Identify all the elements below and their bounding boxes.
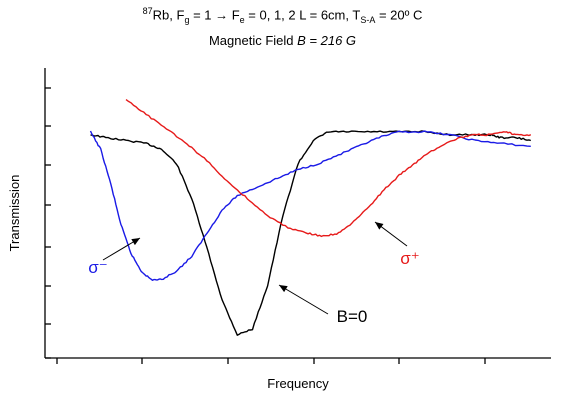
sigma-plus-label: σ⁺ bbox=[400, 249, 419, 268]
subtitle-field-value: B = 216 G bbox=[297, 33, 357, 48]
title-g-subscript: g bbox=[184, 14, 190, 25]
chart-title: 87Rb, Fg = 1 → Fe = 0, 1, 2 L = 6cm, TS-… bbox=[0, 6, 565, 25]
title-e-subscript: e bbox=[239, 14, 245, 25]
title-transition: = 1 → F bbox=[189, 7, 240, 23]
title-isotope-mass: 87 bbox=[142, 6, 153, 16]
sigma-plus-arrow-head bbox=[375, 222, 384, 230]
chart-subtitle: Magnetic Field B = 216 G bbox=[0, 33, 565, 48]
axis-ticks bbox=[45, 87, 486, 364]
data-series bbox=[89, 99, 532, 336]
title-sa-subscript: S-A bbox=[360, 14, 376, 25]
b0-arrow-line bbox=[278, 284, 329, 315]
sigma-plus-trace bbox=[125, 99, 532, 238]
x-axis-label: Frequency bbox=[267, 376, 329, 391]
b0-arrow-head bbox=[279, 285, 288, 293]
title-element: Rb, F bbox=[152, 7, 185, 23]
title-parameters: = 0, 1, 2 L = 6cm, T bbox=[244, 7, 361, 23]
sigma-minus-arrow-head bbox=[131, 238, 140, 246]
title-temperature: = 20º C bbox=[375, 7, 423, 23]
b0-label: B=0 bbox=[337, 307, 368, 326]
series-annotations: σ⁻ σ⁺ B=0 bbox=[88, 221, 420, 326]
sigma-minus-trace bbox=[89, 130, 531, 281]
y-axis-label: Transmission bbox=[7, 175, 22, 252]
chart-axes bbox=[44, 68, 551, 359]
sigma-minus-label: σ⁻ bbox=[88, 258, 107, 277]
subtitle-prefix: Magnetic Field bbox=[208, 33, 298, 48]
